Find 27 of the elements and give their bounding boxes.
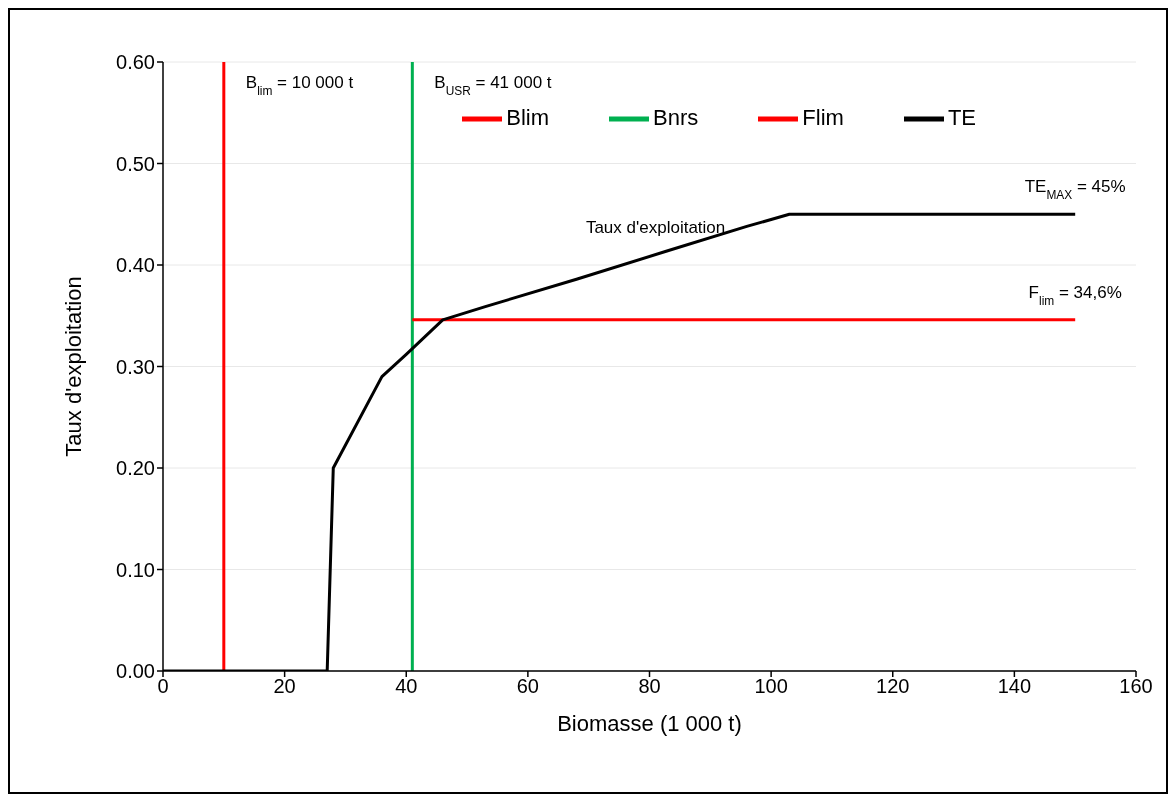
y-tick-label: 0.00 <box>116 660 155 683</box>
y-tick-label: 0.40 <box>116 254 155 277</box>
annotation: B$_{lim}$ = 10 000 t <box>245 73 354 98</box>
x-tick-label: 0 <box>157 675 169 698</box>
y-tick-label: 0.10 <box>116 558 155 581</box>
y-tick-label: 0.20 <box>116 457 155 480</box>
x-tick-label: 60 <box>516 675 539 698</box>
y-tick-label: 0.50 <box>116 152 155 175</box>
x-tick-label: 160 <box>1119 675 1153 698</box>
legend-label: TE <box>947 104 976 130</box>
annotation: B$_{USR}$ = 41 000 t <box>434 73 552 98</box>
x-tick-label: 140 <box>997 675 1032 698</box>
y-tick-label: 0.60 <box>116 51 155 74</box>
x-axis-title: Biomasse (1 000 t) <box>557 711 742 736</box>
annotation: TE$_{MAX}$ = 45% <box>1024 177 1126 203</box>
y-tick-label: 0.30 <box>116 355 155 378</box>
legend-label: Bnrs <box>653 104 699 130</box>
x-tick-label: 20 <box>273 675 296 698</box>
annotation: Taux d'exploitation <box>585 217 726 237</box>
x-tick-label: 40 <box>395 675 418 698</box>
legend-label: Flim <box>802 104 844 130</box>
x-tick-label: 100 <box>754 675 788 698</box>
legend-label: Blim <box>506 104 550 130</box>
annotation: F$_{lim}$ = 34,6% <box>1028 282 1122 308</box>
x-tick-label: 120 <box>876 675 910 698</box>
x-tick-label: 80 <box>638 675 661 698</box>
y-axis-title: Taux d'exploitation <box>60 276 86 457</box>
